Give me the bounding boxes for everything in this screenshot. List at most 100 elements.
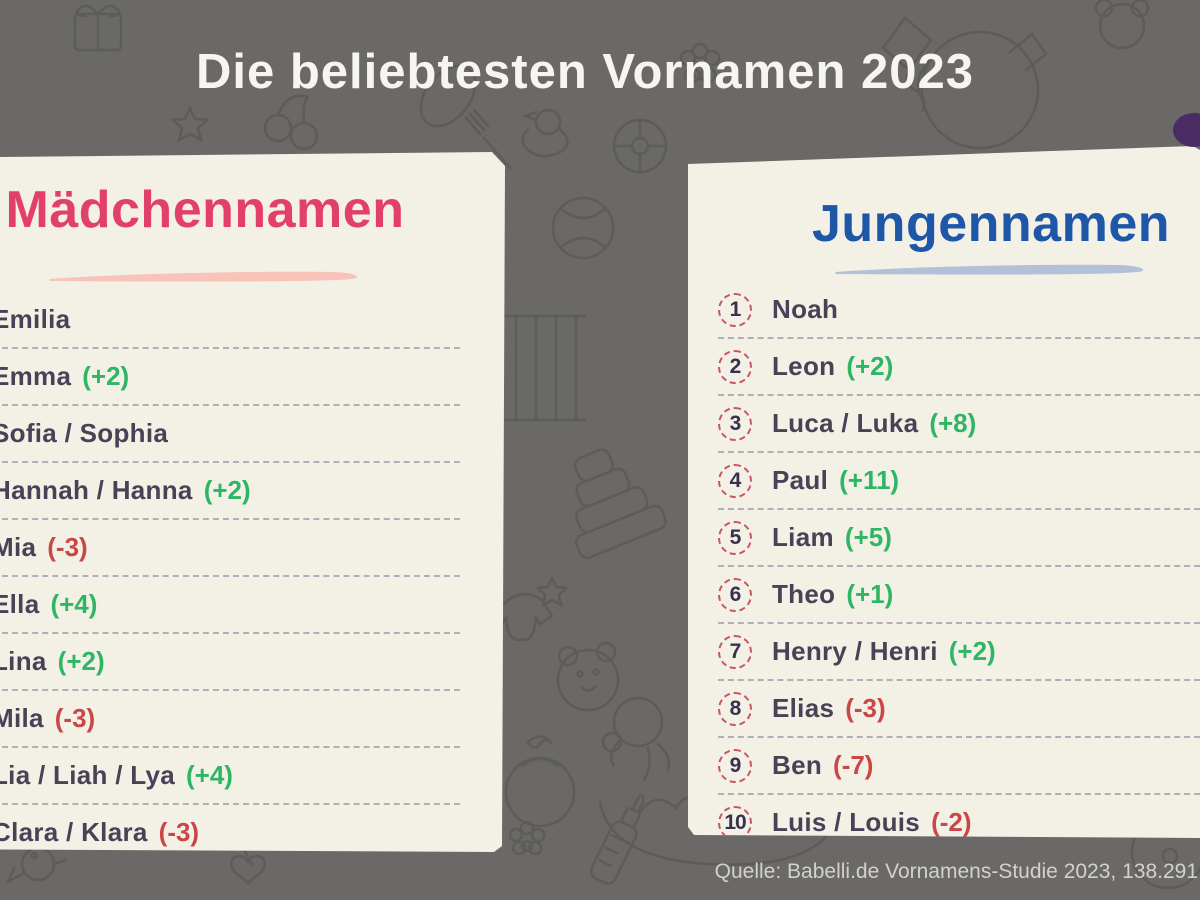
teddy-doodle — [556, 641, 671, 782]
rank-badge: 7 — [718, 634, 752, 669]
cherries-doodle — [263, 94, 319, 151]
gift-doodle — [73, 4, 123, 52]
boy-name-row: 10 Luis / Louis (-2) — [718, 795, 1200, 838]
rank-change: (+2) — [203, 475, 251, 505]
boys-underline-brush — [835, 264, 1144, 275]
girl-name-row: Emilia — [0, 292, 460, 349]
name-text: Mia — [0, 532, 37, 562]
rank-change: (+5) — [844, 522, 892, 552]
wheel-doodle — [612, 118, 668, 174]
name-text: Emilia — [0, 304, 71, 334]
heart-doodle — [229, 855, 267, 885]
rank-badge: 4 — [718, 463, 752, 498]
girls-heading: Mädchennamen — [5, 181, 405, 239]
rank-number: 7 — [729, 639, 742, 663]
rank-badge: 2 — [718, 349, 752, 384]
duck-doodle — [521, 108, 569, 158]
girl-name-row: Sofia / Sophia — [0, 406, 460, 463]
girls-list: Emilia Emma (+2) Sofia / Sophia Hannah /… — [0, 292, 460, 852]
girl-name-row: Mia (-3) — [0, 520, 460, 577]
rank-number: 2 — [729, 354, 742, 378]
star-gutter-doodle — [535, 574, 569, 608]
boy-name-row: 8 Elias (-3) — [718, 681, 1200, 738]
rank-change: (+11) — [839, 465, 900, 495]
onesie-doodle — [487, 592, 554, 642]
rank-badge: 6 — [718, 577, 752, 612]
boy-name-row: 4 Paul (+11) — [718, 453, 1200, 510]
rank-number: 5 — [729, 525, 742, 549]
name-text: Leon — [772, 351, 836, 381]
girl-name-row: Lina (+2) — [0, 634, 460, 691]
star-doodle — [169, 104, 211, 143]
rank-change: (-3) — [158, 817, 200, 847]
ball-doodle — [551, 196, 615, 260]
girl-name-row: Ella (+4) — [0, 577, 460, 634]
rank-change: (-3) — [47, 532, 88, 562]
page-title: Die beliebtesten Vornamen 2023 — [196, 45, 974, 99]
name-text: Lina — [0, 646, 47, 676]
rank-change: (+2) — [57, 646, 105, 676]
boy-name-row: 2 Leon (+2) — [718, 339, 1200, 396]
name-text: Lia / Liah / Lya — [0, 760, 175, 790]
bottle-doodle — [589, 794, 645, 885]
rank-change: (+2) — [948, 636, 996, 666]
rank-change: (-3) — [845, 693, 886, 723]
boy-name-row: 1 Noah — [718, 282, 1200, 339]
girls-card: Mädchennamen Emilia Emma (+2) Sofia / So… — [0, 152, 505, 852]
name-text: Sofia / Sophia — [0, 418, 169, 448]
bib-doodle — [504, 735, 576, 828]
rank-change: (-2) — [931, 807, 972, 837]
boy-name-row: 7 Henry / Henri (+2) — [718, 624, 1200, 681]
rank-badge: 8 — [718, 691, 752, 726]
rank-number: 9 — [729, 753, 742, 777]
boy-name-row: 9 Ben (-7) — [718, 738, 1200, 795]
name-text: Emma — [0, 361, 72, 391]
name-text: Luis / Louis — [772, 807, 921, 837]
name-text: Theo — [772, 579, 836, 609]
rank-badge: 3 — [718, 406, 752, 441]
rank-badge: 5 — [718, 520, 752, 555]
name-text: Elias — [772, 693, 835, 723]
name-text: Noah — [772, 294, 839, 324]
boys-list: 1 Noah 2 Leon (+2) 3 Luca / Luka (+8) 4 … — [718, 282, 1200, 838]
name-text: Paul — [772, 465, 829, 495]
rank-change: (+4) — [186, 760, 233, 790]
rank-change: (-7) — [833, 750, 874, 780]
teddy-top-doodle — [1094, 0, 1150, 50]
crib-doodle — [503, 314, 587, 422]
rank-number: 10 — [724, 810, 746, 834]
source-caption: Quelle: Babelli.de Vornamens-Studie 2023… — [714, 860, 1198, 883]
purple-ellipse-accent — [1173, 113, 1200, 147]
name-text: Liam — [772, 522, 834, 552]
flower-doodle — [679, 42, 721, 84]
boy-name-row: 3 Luca / Luka (+8) — [718, 396, 1200, 453]
name-text: Clara / Klara — [0, 817, 148, 847]
rank-number: 1 — [729, 297, 742, 321]
girl-name-row: Clara / Klara (-3) — [0, 805, 460, 852]
girl-name-row: Emma (+2) — [0, 349, 460, 406]
name-text: Mila — [0, 703, 44, 733]
bird-doodle — [5, 846, 68, 885]
rank-change: (+1) — [846, 579, 894, 609]
rank-badge: 1 — [718, 292, 752, 327]
name-text: Ben — [772, 750, 823, 780]
rank-number: 6 — [729, 582, 742, 606]
rank-change: (-3) — [54, 703, 96, 733]
rank-number: 3 — [729, 411, 742, 435]
rank-number: 8 — [729, 696, 742, 720]
girl-name-row: Lia / Liah / Lya (+4) — [0, 748, 460, 805]
stacking-rings-doodle — [573, 448, 667, 560]
name-text: Ella — [0, 589, 40, 619]
name-text: Luca / Luka — [772, 408, 919, 438]
girl-name-row: Hannah / Hanna (+2) — [0, 463, 460, 520]
name-text: Henry / Henri — [772, 636, 938, 666]
rank-change: (+2) — [846, 351, 894, 381]
rank-change: (+8) — [929, 408, 977, 438]
rank-change: (+2) — [82, 361, 130, 391]
boy-name-row: 6 Theo (+1) — [718, 567, 1200, 624]
girl-name-row: Mila (-3) — [0, 691, 460, 748]
girls-underline-brush — [49, 271, 358, 282]
rank-badge: 9 — [718, 748, 752, 783]
rank-number: 4 — [729, 468, 742, 492]
